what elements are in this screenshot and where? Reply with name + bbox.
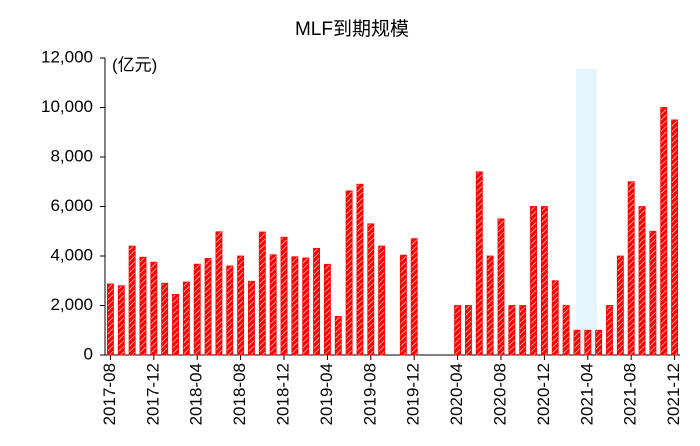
x-tick-label: 2020-04 — [447, 363, 466, 425]
y-tick-label: 2,000 — [50, 295, 93, 314]
bar — [486, 255, 494, 356]
bar — [356, 183, 364, 356]
bar — [465, 305, 472, 356]
y-tick-label: 6,000 — [50, 196, 93, 215]
bar — [280, 236, 288, 356]
bar — [399, 254, 407, 356]
y-tick-label: 0 — [84, 344, 93, 363]
bar — [237, 255, 245, 356]
x-tick-label: 2018-12 — [273, 363, 292, 425]
bar — [204, 258, 212, 356]
bar — [551, 280, 559, 356]
bar — [638, 206, 646, 356]
bar — [627, 181, 635, 356]
chart-title: MLF到期规模 — [295, 18, 409, 40]
bar — [595, 329, 603, 356]
unit-label: (亿元) — [112, 55, 157, 74]
bar — [248, 280, 255, 356]
x-tick-label: 2019-12 — [404, 363, 423, 425]
bar — [606, 305, 613, 356]
x-tick-label: 2021-04 — [577, 363, 596, 425]
bar — [215, 231, 223, 356]
bar — [649, 230, 657, 356]
x-tick-label: 2019-08 — [360, 363, 379, 425]
bar — [508, 305, 516, 356]
bar — [128, 245, 136, 356]
bar — [172, 293, 179, 356]
bar — [519, 305, 527, 356]
x-tick-label: 2017-08 — [100, 363, 119, 425]
bar — [562, 305, 570, 356]
bar — [671, 119, 679, 356]
bar — [334, 315, 342, 356]
bar — [584, 329, 592, 356]
x-tick-label: 2020-12 — [534, 363, 553, 425]
x-tick-label: 2021-12 — [664, 363, 683, 425]
x-tick-label: 2019-04 — [317, 363, 336, 425]
y-tick-label: 8,000 — [50, 146, 93, 165]
x-tick-label: 2017-12 — [143, 363, 162, 425]
bar — [291, 256, 299, 356]
bar — [540, 206, 548, 356]
bar — [269, 254, 277, 356]
bar — [302, 257, 310, 356]
x-tick-label: 2018-04 — [187, 363, 206, 425]
y-tick-label: 10,000 — [41, 97, 93, 116]
x-tick-label: 2020-08 — [490, 363, 509, 425]
bar — [161, 282, 169, 356]
bar — [323, 263, 331, 356]
bar — [226, 265, 234, 356]
bar — [106, 283, 114, 356]
highlight-band — [576, 69, 597, 355]
bar — [573, 329, 581, 356]
bar — [378, 245, 386, 356]
bar — [475, 171, 483, 356]
bar — [150, 261, 158, 356]
bar — [313, 247, 320, 356]
y-tick-label: 12,000 — [41, 47, 93, 66]
x-tick-label: 2021-08 — [621, 363, 640, 425]
bar — [410, 238, 418, 356]
bar — [182, 281, 190, 356]
x-tick-label: 2018-08 — [230, 363, 249, 425]
y-tick-label: 4,000 — [50, 245, 93, 264]
bar — [660, 107, 668, 356]
bar — [497, 218, 505, 356]
bar — [454, 305, 462, 356]
bar — [530, 206, 537, 356]
bar — [139, 256, 147, 356]
bar — [117, 285, 125, 356]
bar — [367, 223, 375, 356]
bar — [345, 190, 353, 356]
bar — [193, 263, 201, 356]
bar — [616, 255, 624, 356]
bar — [258, 231, 266, 356]
